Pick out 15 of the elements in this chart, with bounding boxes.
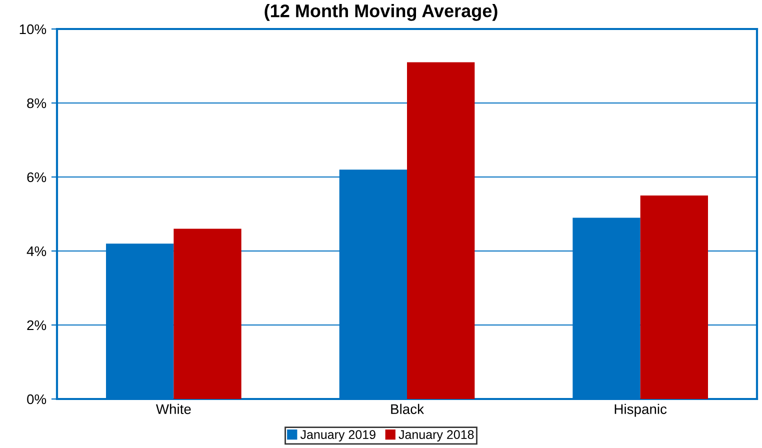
- x-tick-label: Hispanic: [614, 404, 667, 417]
- y-tick-label: 0%: [27, 394, 46, 404]
- y-tick-label: 8%: [27, 98, 46, 108]
- x-tick-label: Black: [391, 404, 424, 414]
- bar: [640, 196, 708, 399]
- legend-label: January 2019: [300, 430, 376, 442]
- y-tick-label: 2%: [27, 320, 46, 330]
- bar: [407, 62, 475, 399]
- y-tick-label: 4%: [26, 246, 46, 256]
- y-tick-label: 10%: [20, 24, 46, 34]
- legend-label: January 2018: [398, 430, 474, 442]
- x-tick-label: White: [156, 404, 191, 414]
- chart-title: (12 Month Moving Average): [264, 4, 498, 21]
- y-tick-label: 6%: [27, 172, 46, 182]
- bar: [174, 228, 242, 399]
